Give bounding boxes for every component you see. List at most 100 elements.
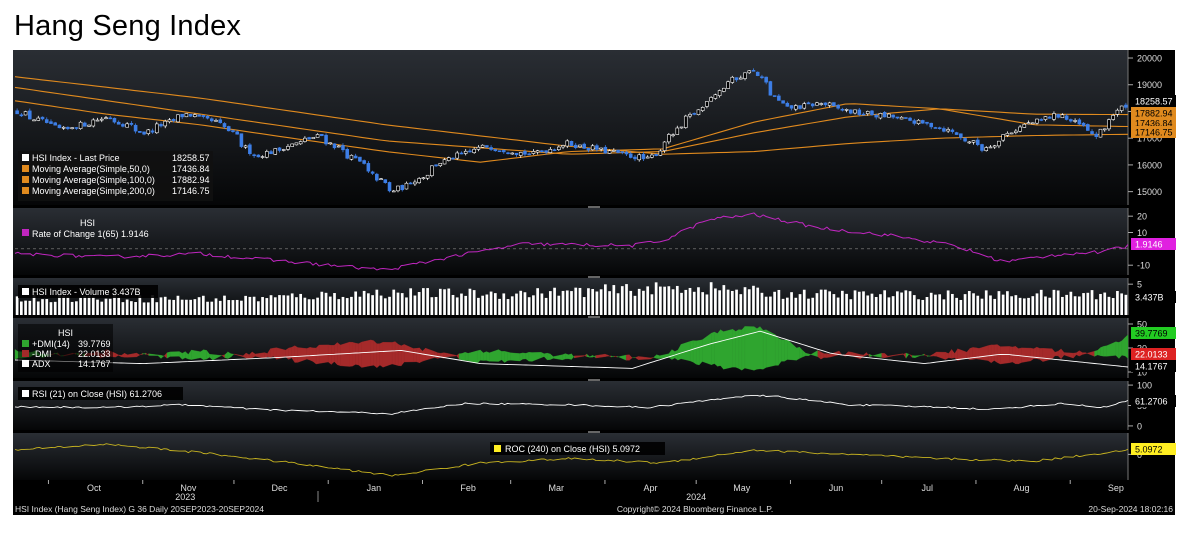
volume-bar bbox=[1116, 291, 1119, 315]
volume-bar bbox=[290, 293, 294, 315]
candle-body bbox=[743, 72, 747, 79]
volume-bar bbox=[282, 295, 286, 315]
volume-bar bbox=[840, 290, 844, 315]
candle-body bbox=[616, 149, 620, 153]
candle-body bbox=[967, 141, 972, 144]
x-axis-month-label: Apr bbox=[644, 483, 658, 493]
candle-body bbox=[396, 185, 400, 192]
candle-body bbox=[760, 76, 764, 79]
legend-label: Moving Average(Simple,200,0) bbox=[32, 186, 155, 196]
volume-badge: 3.437B bbox=[1135, 293, 1164, 303]
candle-body bbox=[459, 152, 464, 155]
volume-bar bbox=[1044, 296, 1047, 315]
ma200-line bbox=[14, 76, 1129, 155]
volume-badge-bg bbox=[1131, 291, 1176, 303]
dmi-area-segment bbox=[647, 357, 651, 360]
candle-body bbox=[709, 97, 713, 102]
candle-body bbox=[785, 102, 790, 107]
volume-bar bbox=[168, 299, 171, 315]
volume-bar bbox=[967, 291, 971, 315]
volume-bar bbox=[163, 296, 167, 315]
volume-bar bbox=[379, 295, 383, 315]
legend-swatch bbox=[22, 176, 29, 183]
volume-bar bbox=[1120, 293, 1124, 315]
volume-bar bbox=[1069, 291, 1073, 315]
candle-body bbox=[645, 156, 650, 159]
candle-body bbox=[882, 112, 887, 118]
candle-body bbox=[273, 148, 278, 155]
x-axis-month-label: Jan bbox=[367, 483, 382, 493]
dmi-area-segment bbox=[565, 353, 569, 360]
volume-bar bbox=[413, 295, 417, 315]
candle-body bbox=[506, 152, 510, 155]
volume-bar bbox=[502, 293, 506, 315]
dmi-area-segment bbox=[504, 351, 508, 363]
candle-body bbox=[391, 190, 396, 193]
legend-swatch bbox=[22, 187, 29, 194]
volume-bar bbox=[146, 302, 150, 315]
candle-body bbox=[493, 149, 498, 152]
ma200-badge: 17146.75 bbox=[1135, 128, 1173, 138]
candle-body bbox=[176, 114, 180, 123]
candle-body bbox=[671, 134, 675, 137]
page-title: Hang Seng Index bbox=[14, 10, 242, 42]
candle-body bbox=[705, 101, 709, 107]
volume-bar bbox=[345, 298, 349, 315]
dmi-area-segment bbox=[714, 331, 718, 367]
candle-body bbox=[1018, 126, 1022, 132]
x-axis-month-label: May bbox=[733, 483, 751, 493]
volume-bar bbox=[845, 293, 848, 315]
volume-bar bbox=[1061, 296, 1064, 315]
legend-label: Moving Average(Simple,50,0) bbox=[32, 164, 150, 174]
volume-bar bbox=[802, 289, 806, 315]
dmi-area-segment bbox=[756, 326, 761, 370]
candle-body bbox=[180, 113, 184, 118]
legend-swatch bbox=[22, 340, 29, 347]
candle-body bbox=[425, 174, 430, 179]
volume-bar bbox=[117, 297, 121, 315]
volume-bar bbox=[955, 297, 958, 315]
volume-bar bbox=[417, 292, 421, 315]
volume-bar bbox=[785, 297, 789, 315]
candle-body bbox=[544, 150, 548, 153]
candle-body bbox=[633, 156, 637, 160]
candle-body bbox=[561, 145, 565, 148]
candle-body bbox=[243, 145, 248, 148]
dmi-legend-title: HSI bbox=[58, 328, 73, 338]
adx-badge-bg bbox=[1131, 360, 1176, 372]
volume-bar bbox=[36, 301, 40, 315]
volume-bar bbox=[781, 298, 785, 315]
candle-body bbox=[197, 114, 201, 117]
candle-body bbox=[806, 102, 811, 105]
volume-bar bbox=[819, 289, 823, 315]
candle-body bbox=[99, 118, 104, 121]
volume-bar bbox=[455, 297, 459, 315]
candle-body bbox=[442, 159, 447, 165]
dmi-area-segment bbox=[379, 341, 384, 368]
x-axis-month-label: Dec bbox=[272, 483, 289, 493]
candle-body bbox=[1043, 116, 1048, 120]
candle-body bbox=[480, 144, 485, 148]
dmi-area-segment bbox=[778, 338, 782, 366]
candle-body bbox=[163, 120, 168, 127]
volume-bar bbox=[464, 295, 468, 315]
candle-body bbox=[984, 147, 989, 151]
candle-body bbox=[857, 109, 862, 115]
price-axis-tick-label: 20000 bbox=[1137, 54, 1162, 64]
candle-body bbox=[548, 149, 553, 153]
candle-body bbox=[104, 117, 108, 119]
candle-body bbox=[772, 95, 777, 97]
candle-body bbox=[290, 143, 294, 147]
footer-right: 20-Sep-2024 18:02:16 bbox=[1088, 504, 1173, 514]
candle-body bbox=[146, 129, 151, 134]
candle-body bbox=[789, 105, 794, 109]
volume-bar bbox=[121, 302, 125, 315]
candle-body bbox=[193, 114, 197, 117]
dmi-area-segment bbox=[1115, 341, 1120, 359]
volume-bar bbox=[434, 296, 438, 315]
candle-body bbox=[108, 117, 112, 120]
volume-bar bbox=[595, 291, 599, 315]
volume-bar bbox=[358, 296, 362, 315]
volume-bar bbox=[231, 300, 235, 315]
volume-bar bbox=[904, 290, 908, 315]
